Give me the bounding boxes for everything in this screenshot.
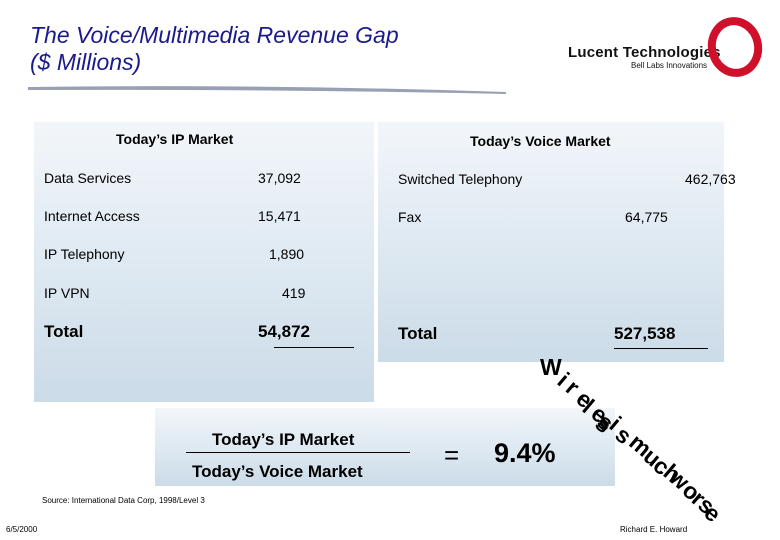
source-citation: Source: International Data Corp, 1998/Le… — [42, 496, 205, 505]
fraction-bar — [186, 452, 410, 453]
ip-total-value: 54,872 — [258, 322, 310, 341]
title-underline — [28, 86, 506, 94]
ratio-panel — [155, 408, 615, 486]
slide-author: Richard E. Howard — [620, 525, 688, 534]
ratio-numerator: Today’s IP Market — [212, 430, 355, 449]
ip-row-value: 37,092 — [258, 170, 301, 186]
equals-sign: = — [444, 440, 460, 470]
slide-date: 6/5/2000 — [6, 525, 38, 534]
ip-row-value: 419 — [282, 285, 306, 301]
ip-row-value: 1,890 — [269, 246, 305, 262]
lucent-ring-icon — [707, 17, 763, 77]
wireless-note-letter: W — [540, 354, 562, 380]
ip-row-label: Data Services — [44, 170, 132, 186]
voice-total-label: Total — [398, 324, 438, 343]
ratio-result: 9.4% — [494, 438, 556, 468]
voice-row-label: Switched Telephony — [398, 171, 523, 187]
ip-total-label: Total — [44, 322, 84, 341]
ip-market-heading: Today’s IP Market — [116, 131, 234, 147]
ip-market-panel — [34, 122, 374, 402]
ip-row-label: IP VPN — [44, 285, 90, 301]
company-logo-name: Lucent Technologies — [568, 44, 721, 61]
title-line-1: The Voice/Multimedia Revenue Gap — [30, 22, 399, 48]
ip-row-label: Internet Access — [44, 208, 140, 224]
ip-row-label: IP Telephony — [44, 246, 125, 262]
page-title: The Voice/Multimedia Revenue Gap ($ Mill… — [30, 22, 399, 76]
title-line-2: ($ Millions) — [30, 49, 142, 75]
ip-row-value: 15,471 — [258, 208, 301, 224]
voice-row-label: Fax — [398, 209, 422, 225]
ratio-denominator: Today’s Voice Market — [192, 462, 363, 481]
voice-market-heading: Today’s Voice Market — [470, 133, 611, 149]
voice-row-value: 462,763 — [685, 171, 736, 187]
voice-total-value: 527,538 — [614, 324, 676, 343]
company-logo-tagline: Bell Labs Innovations — [631, 61, 708, 70]
voice-total-rule — [614, 348, 708, 349]
voice-market-panel — [378, 122, 724, 362]
voice-row-value: 64,775 — [625, 209, 668, 225]
ip-total-rule — [274, 347, 354, 348]
